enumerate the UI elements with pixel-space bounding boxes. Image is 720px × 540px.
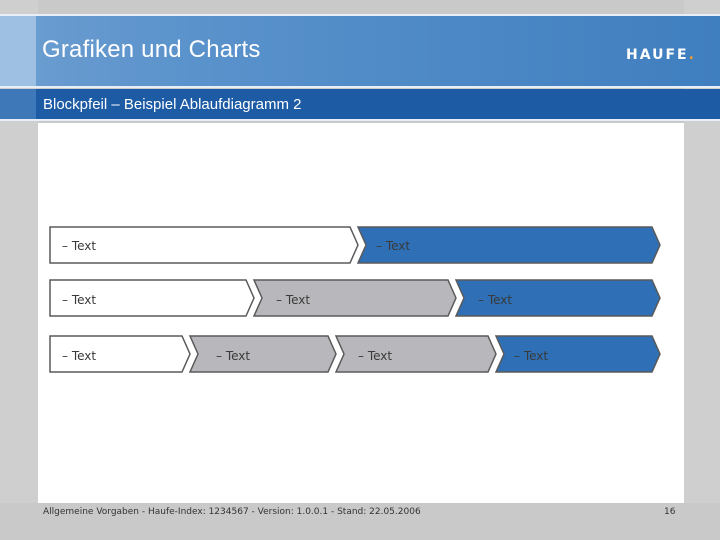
logo-dot: . [688,47,696,63]
row-3: – Text – Text – Text – Text [49,335,661,373]
flow-diagram: – Text – Text – Text – Text – Text – Tex… [49,226,661,373]
row2-label-1: – Text [62,293,96,307]
subheader-bar: Blockpfeil – Beispiel Ablaufdiagramm 2 [0,89,720,121]
slide-canvas: – Text – Text – Text – Text – Text – Tex… [38,123,684,503]
row2-label-2: – Text [276,293,310,307]
page-title: Grafiken und Charts [42,36,261,63]
row2-arrow-3[interactable] [454,279,661,317]
logo-text: HAUFE [626,47,689,63]
row2-label-3: – Text [478,293,512,307]
row3-label-3: – Text [358,349,392,363]
subheader-accent [0,89,36,119]
row-2: – Text – Text – Text [49,279,661,317]
row1-label-1: – Text [62,239,96,253]
slide-subtitle: Blockpfeil – Beispiel Ablaufdiagramm 2 [43,96,302,113]
row1-arrow-1[interactable] [49,226,359,264]
row2-arrow-2[interactable] [252,279,457,317]
page-number: 16 [664,507,676,517]
row-1: – Text – Text [49,226,661,264]
row3-label-1: – Text [62,349,96,363]
haufe-logo: HAUFE. [626,47,696,63]
header-bar: Grafiken und Charts HAUFE. [0,14,720,88]
row3-arrow-2[interactable] [188,335,337,373]
row3-arrow-4[interactable] [494,335,661,373]
footer-text: Allgemeine Vorgaben - Haufe-Index: 12345… [43,507,421,517]
row3-arrow-3[interactable] [334,335,497,373]
header-accent [0,16,36,86]
row2-arrow-1[interactable] [49,279,255,317]
row3-arrow-1[interactable] [49,335,191,373]
row1-arrow-2[interactable] [356,226,661,264]
row3-label-4: – Text [514,349,548,363]
bottom-frame [0,503,720,540]
row3-label-2: – Text [216,349,250,363]
row1-label-2: – Text [376,239,410,253]
